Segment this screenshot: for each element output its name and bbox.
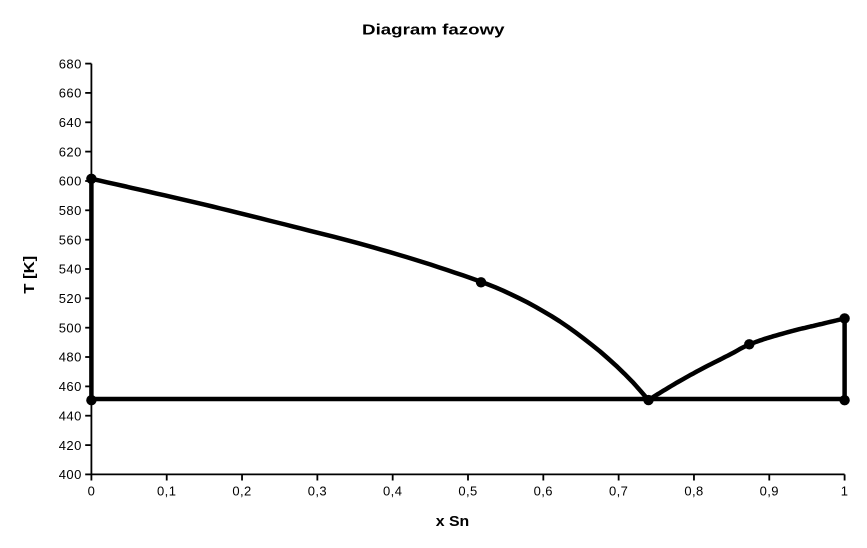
svg-text:420: 420	[59, 438, 82, 453]
svg-text:440: 440	[59, 408, 82, 423]
svg-text:Diagram fazowy: Diagram fazowy	[362, 21, 505, 38]
svg-text:580: 580	[59, 203, 82, 218]
svg-text:0,9: 0,9	[760, 483, 779, 498]
svg-text:400: 400	[59, 467, 82, 482]
svg-text:0,3: 0,3	[308, 483, 327, 498]
svg-text:640: 640	[59, 115, 82, 130]
svg-text:480: 480	[59, 350, 82, 365]
svg-text:520: 520	[59, 291, 82, 306]
svg-text:460: 460	[59, 379, 82, 394]
svg-text:540: 540	[59, 262, 82, 277]
svg-text:560: 560	[59, 232, 82, 247]
svg-text:x Sn: x Sn	[436, 513, 470, 530]
svg-text:620: 620	[59, 144, 82, 159]
svg-text:660: 660	[59, 86, 82, 101]
svg-text:T [K]: T [K]	[21, 256, 38, 294]
svg-text:0,1: 0,1	[157, 483, 176, 498]
svg-text:0,4: 0,4	[383, 483, 402, 498]
svg-text:0,5: 0,5	[458, 483, 477, 498]
svg-text:680: 680	[59, 56, 82, 71]
svg-text:0: 0	[88, 483, 96, 498]
svg-text:0,6: 0,6	[534, 483, 553, 498]
svg-text:0,2: 0,2	[232, 483, 251, 498]
svg-text:0,8: 0,8	[684, 483, 703, 498]
svg-text:500: 500	[59, 320, 82, 335]
svg-text:600: 600	[59, 174, 82, 189]
svg-text:1: 1	[841, 483, 849, 498]
svg-text:0,7: 0,7	[609, 483, 628, 498]
